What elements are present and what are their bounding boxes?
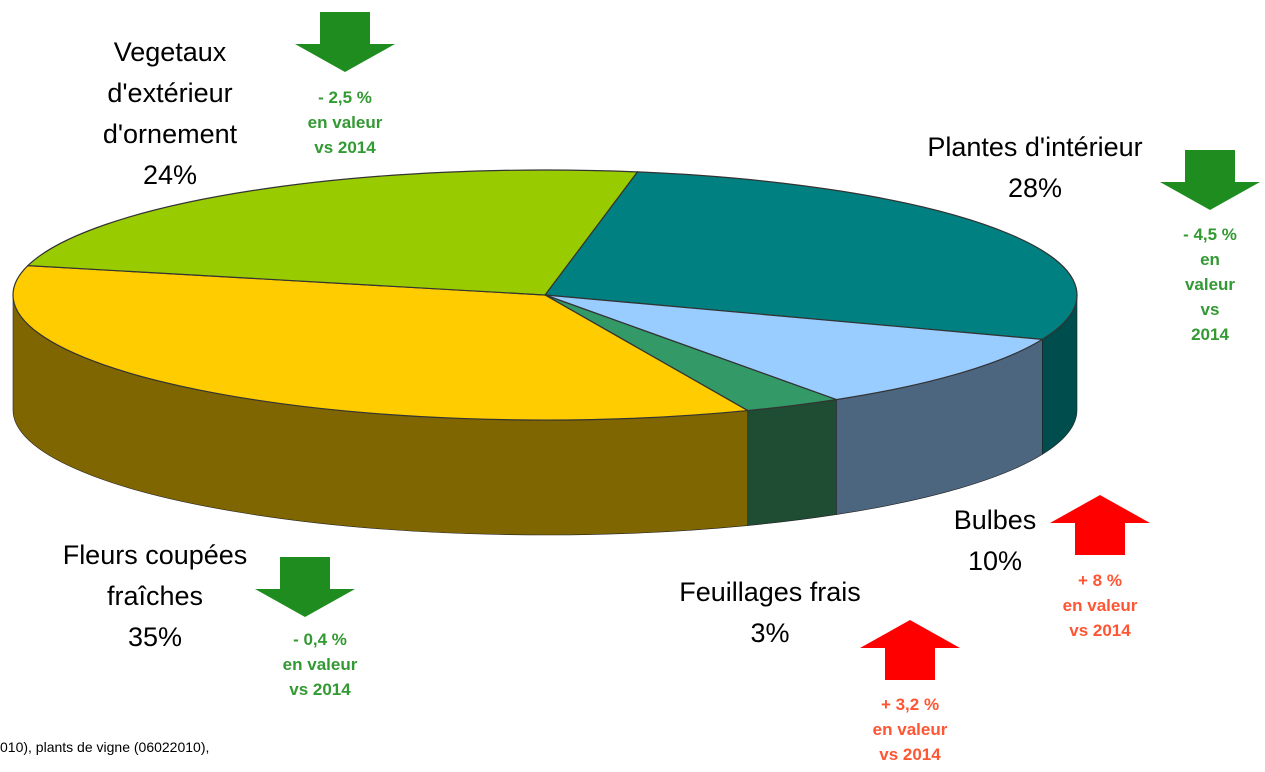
- value-label: 35%: [127, 622, 183, 652]
- slice-label: Bulbes 10%: [954, 500, 1037, 582]
- slice-label: Feuillages frais 3%: [679, 572, 861, 654]
- trend-arrow: [255, 557, 355, 617]
- footnote: 010), plants de vigne (06022010),: [0, 739, 210, 755]
- value-label: 28%: [1007, 173, 1063, 203]
- trend-arrow: [1160, 150, 1260, 210]
- trend-arrow: [860, 620, 960, 680]
- trend-arrow: [295, 12, 395, 72]
- annotation: - 0,4 % en valeur vs 2014: [282, 630, 358, 699]
- slice: [26, 169, 639, 296]
- trend-arrow: [1050, 495, 1150, 555]
- value-label: 3%: [750, 618, 790, 648]
- slice-label: Vegetaux d'extérieur d'ornement 24%: [103, 32, 237, 196]
- slice-side: [747, 399, 837, 526]
- annotation: + 3,2 % en valeur vs 2014: [872, 695, 948, 764]
- slice: [12, 264, 750, 421]
- value-label: 24%: [142, 160, 198, 190]
- slice-label: Fleurs coupées fraîches 35%: [63, 535, 248, 658]
- slice: [544, 294, 1045, 401]
- annotation: - 4,5 % en valeur vs 2014: [1183, 225, 1237, 344]
- slice-label: Plantes d'intérieur 28%: [927, 127, 1142, 209]
- value-label: 10%: [967, 546, 1023, 576]
- annotation: + 8 % en valeur vs 2014: [1062, 571, 1138, 640]
- slice: [543, 171, 1078, 341]
- annotation: - 2,5 % en valeur vs 2014: [307, 88, 383, 157]
